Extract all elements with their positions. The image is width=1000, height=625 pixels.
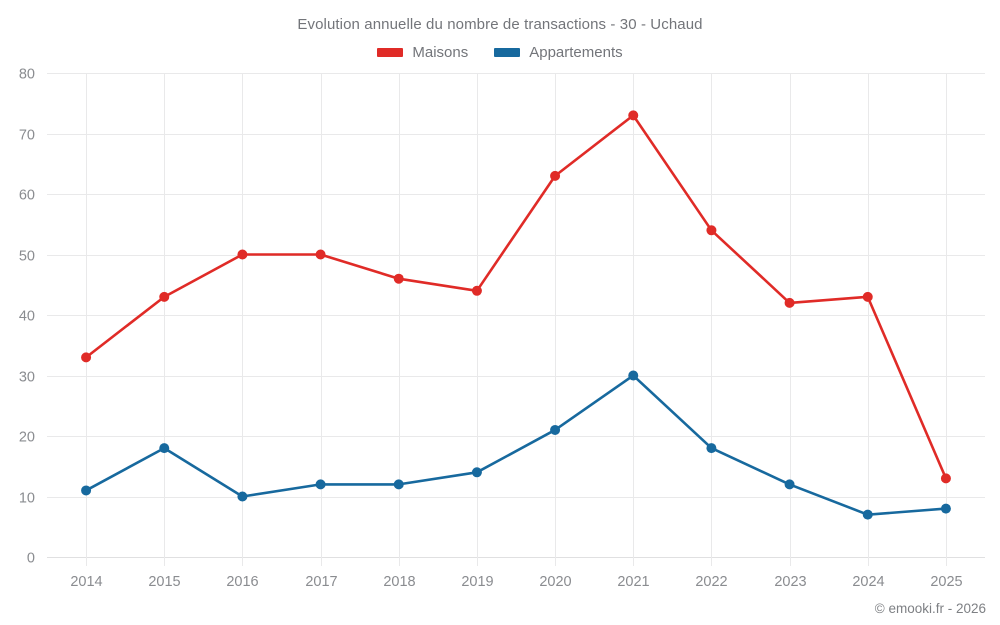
- y-tick-label: 70: [19, 128, 35, 144]
- x-tick-label: 2018: [383, 574, 415, 590]
- x-tick-label: 2014: [70, 574, 102, 590]
- y-tick-label: 60: [19, 188, 35, 204]
- series-line-maisons: [84, 114, 948, 480]
- x-axis-tick-labels: 2014 2015 2016 2017 2018 2019 2020 2021 2022 2023…: [70, 574, 962, 590]
- series-line-appartements: [84, 374, 948, 516]
- data-point[interactable]: [862, 291, 873, 302]
- legend-item-maisons[interactable]: Maisons: [377, 44, 468, 61]
- x-tick-label: 2016: [226, 574, 258, 590]
- series-markers: [81, 110, 951, 520]
- x-tick-label: 2017: [305, 574, 337, 590]
- data-point[interactable]: [706, 225, 717, 236]
- data-point[interactable]: [315, 249, 326, 260]
- x-tick-label: 2024: [852, 574, 884, 590]
- data-point[interactable]: [471, 285, 482, 296]
- data-point[interactable]: [550, 424, 561, 435]
- grid-vertical: [86, 73, 947, 566]
- data-point[interactable]: [550, 170, 561, 181]
- x-tick-label: 2020: [539, 574, 571, 590]
- data-point[interactable]: [393, 479, 404, 490]
- y-tick-label: 10: [19, 491, 35, 507]
- x-tick-label: 2021: [617, 574, 649, 590]
- data-point[interactable]: [237, 491, 248, 502]
- x-tick-label: 2019: [461, 574, 493, 590]
- y-axis-tick-labels: 0 10 20 30 40 50 60 70 80: [19, 67, 35, 567]
- data-point[interactable]: [81, 485, 92, 496]
- data-point[interactable]: [940, 473, 951, 484]
- y-tick-label: 30: [19, 370, 35, 386]
- x-tick-label: 2023: [774, 574, 806, 590]
- y-tick-label: 40: [19, 309, 35, 325]
- y-tick-label: 50: [19, 249, 35, 265]
- data-point[interactable]: [159, 291, 170, 302]
- data-point[interactable]: [315, 479, 326, 490]
- data-point[interactable]: [784, 297, 795, 308]
- data-point[interactable]: [81, 352, 92, 363]
- data-point[interactable]: [159, 443, 170, 454]
- legend-label-appartements: Appartements: [529, 44, 623, 61]
- data-point[interactable]: [393, 273, 404, 284]
- data-point[interactable]: [862, 509, 873, 520]
- y-tick-label: 20: [19, 430, 35, 446]
- x-tick-label: 2015: [148, 574, 180, 590]
- grid-horizontal: [47, 73, 985, 558]
- y-tick-label: 80: [19, 67, 35, 83]
- legend-swatch-maisons: [377, 48, 404, 57]
- chart-legend: Maisons Appartements: [0, 44, 1000, 61]
- legend-label-maisons: Maisons: [412, 44, 469, 61]
- data-point[interactable]: [237, 249, 248, 260]
- legend-item-appartements[interactable]: Appartements: [494, 44, 623, 61]
- data-point[interactable]: [784, 479, 795, 490]
- data-point[interactable]: [940, 503, 951, 514]
- x-tick-label: 2025: [930, 574, 962, 590]
- y-tick-label: 0: [27, 551, 35, 567]
- data-point[interactable]: [628, 370, 639, 381]
- data-point[interactable]: [706, 443, 717, 454]
- x-tick-label: 2022: [695, 574, 727, 590]
- data-point[interactable]: [471, 467, 482, 478]
- legend-swatch-appartements: [494, 48, 521, 57]
- series-lines: [84, 114, 948, 516]
- data-point[interactable]: [628, 110, 639, 121]
- chart-title: Evolution annuelle du nombre de transact…: [297, 16, 703, 33]
- chart-credit: © emooki.fr - 2026: [874, 601, 986, 616]
